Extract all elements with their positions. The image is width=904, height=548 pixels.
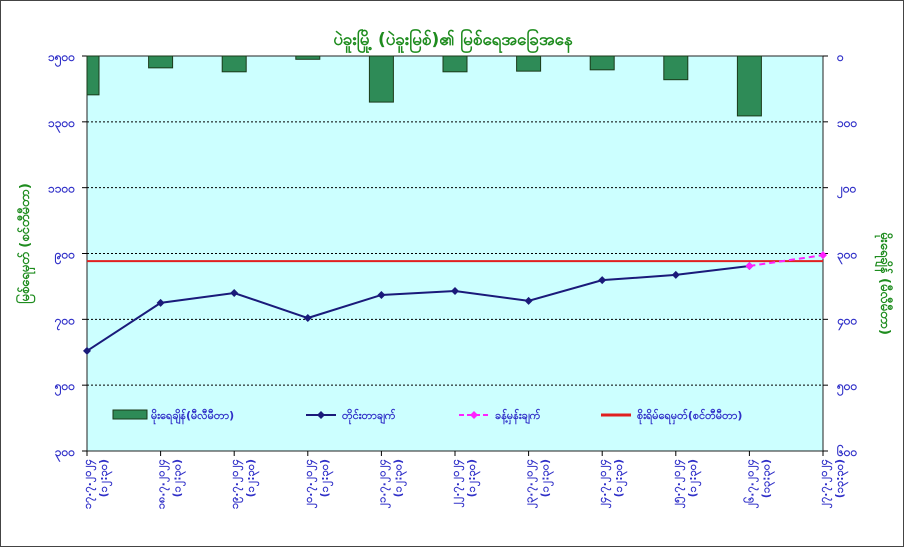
- observed-point: [156, 298, 165, 307]
- x-tick-date: ၂၁.၇.၂၀၂၄: [375, 459, 391, 508]
- forecast-point: [819, 251, 827, 260]
- rainfall-bar: [295, 55, 321, 60]
- rainfall-bar: [86, 55, 100, 96]
- rainfall-bar: [663, 55, 689, 81]
- x-tick-time: (၁၂:၃၀): [97, 459, 113, 497]
- left-axis-label: မြစ်ရေမှတ် (စင်တီမီတာ): [15, 183, 36, 304]
- x-tick-date: ၂၅.၇.၂၀၂၄: [670, 459, 686, 508]
- x-tick-time: (၁၃:၃၀): [759, 459, 775, 498]
- rainfall-bar: [516, 55, 542, 72]
- observed-line: [86, 265, 750, 352]
- observed-point: [230, 289, 239, 297]
- x-tick-date: ၂၃.၇.၂၀၂၄: [523, 459, 539, 508]
- x-tick-date: ၂၂.၇.၂၀၂၄: [449, 459, 465, 508]
- left-tick-label: ၅၀၀: [54, 379, 76, 397]
- rainfall-bar: [736, 55, 762, 117]
- x-tick-time: (၁၂:၃၀): [244, 459, 260, 497]
- right-tick-label: ၁၀၀: [837, 116, 858, 130]
- observed-point: [671, 270, 680, 279]
- legend-rainfall-swatch: [112, 409, 148, 420]
- left-tick-label: ၁၅၀၀: [48, 50, 75, 68]
- x-tick-time: (၁၂:၃၀): [539, 459, 555, 497]
- legend-forecast-marker: [470, 411, 478, 419]
- x-tick-date: ၂၇.၇.၂၀၂၄: [817, 459, 833, 508]
- left-tick-label: ၉၀၀: [54, 248, 76, 266]
- x-tick-date: ၁၈.၇.၂၀၂၄: [155, 459, 171, 509]
- x-tick-date: ၂၆.၇.၂၀၂၄: [743, 459, 759, 508]
- chart-title: ပဲခူးမြို့ (ပဲခူးမြစ်)၏ မြစ်ရေအခြေအနေ: [333, 27, 573, 54]
- x-tick-time: (၁၂:၃၀): [612, 459, 628, 497]
- x-tick-time: (၁၃:၃၀): [833, 459, 849, 498]
- rainfall-bar: [368, 55, 394, 103]
- x-tick-time: (၁၂:၃၀): [171, 459, 187, 497]
- left-tick-label: ၇၀၀: [54, 313, 76, 331]
- x-tick-time: (၁၂:၃၀): [318, 459, 334, 497]
- forecast-point: [745, 262, 754, 271]
- right-tick-label: ၀: [836, 50, 844, 64]
- rainfall-bar: [442, 55, 468, 73]
- x-tick-time: (၁၂:၃၀): [686, 459, 702, 497]
- x-tick-time: (၁၂:၃၀): [391, 459, 407, 497]
- x-tick-date: ၁၉.၇.၂၀၂၄: [228, 459, 244, 509]
- x-tick-time: (၁၂:၃၀): [465, 459, 481, 497]
- left-tick-label: ၃၀၀: [55, 445, 76, 463]
- observed-point: [377, 290, 386, 299]
- legend-rainfall-label: မိုးရေချိန်(မီလီမီတာ): [151, 408, 234, 425]
- right-tick-label: ၆၀၀: [836, 443, 858, 459]
- observed-point: [83, 346, 91, 355]
- left-tick-label: ၁၃၀၀: [48, 116, 75, 134]
- right-tick-label: ၅၀၀: [836, 379, 858, 397]
- observed-point: [451, 287, 459, 296]
- rainfall-bar: [221, 55, 247, 73]
- observed-point: [598, 276, 607, 285]
- rainfall-bar: [589, 55, 615, 71]
- legend-observed-marker: [317, 411, 325, 419]
- legend-danger-label: စိုးရိမ်ရေမှတ်(စင်တီမီတာ): [637, 408, 742, 425]
- rainfall-bar: [148, 55, 174, 69]
- observed-point: [303, 314, 312, 323]
- observed-point: [524, 296, 533, 305]
- right-tick-label: ၃၀၀: [837, 248, 858, 266]
- x-tick-date: ၂၀.၇.၂၀၂၄: [302, 459, 318, 508]
- x-tick-date: ၂၄.၇.၂၀၂၄: [596, 459, 612, 508]
- right-tick-label: ၂၀၀: [836, 182, 857, 200]
- legend-forecast-label: ခန့်မှန်းချက်: [495, 408, 541, 425]
- left-tick-label: ၁၁၀၀: [48, 182, 75, 196]
- right-tick-label: ၄၀၀: [836, 313, 858, 331]
- legend-observed-label: တိုင်းတာချက်: [342, 408, 396, 425]
- x-tick-date: ၁၇.၇.၂၀၂၄: [81, 459, 97, 509]
- right-axis-label: မိုးရေချိန် (မီလီမီတာ): [874, 232, 894, 335]
- forecast-line: [749, 254, 824, 267]
